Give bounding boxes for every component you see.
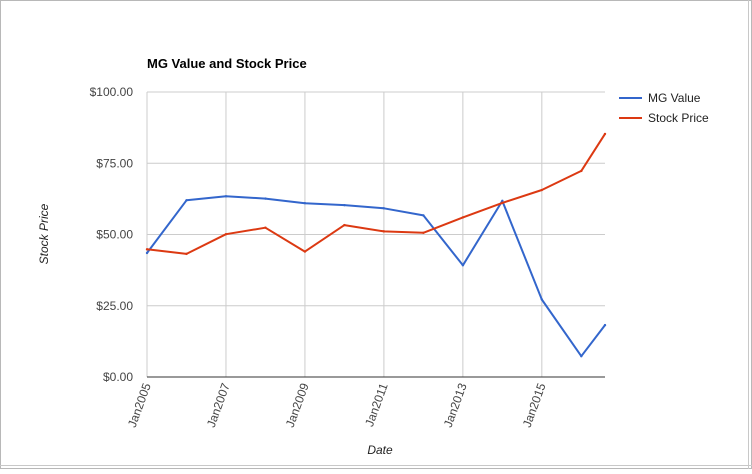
data-point-stock-price <box>603 132 607 136</box>
data-point-stock-price <box>580 169 583 173</box>
data-point-mg-value <box>422 214 425 217</box>
y-tick-label: $100.00 <box>90 85 134 99</box>
data-point-mg-value <box>264 197 267 200</box>
data-point-mg-value <box>540 298 544 301</box>
data-point-mg-value <box>501 199 504 203</box>
data-point-stock-price <box>422 231 425 234</box>
data-point-stock-price <box>501 201 504 205</box>
data-point-stock-price <box>461 216 465 219</box>
data-point-mg-value <box>603 323 607 327</box>
data-point-stock-price <box>264 226 267 229</box>
data-point-stock-price <box>303 250 307 253</box>
chart-title: MG Value and Stock Price <box>147 56 307 71</box>
data-point-stock-price <box>343 223 346 227</box>
data-point-mg-value <box>303 201 307 205</box>
series-lines <box>145 132 607 358</box>
x-axis-title: Date <box>367 443 393 457</box>
y-tick-label: $25.00 <box>96 299 133 313</box>
y-tick-label: $0.00 <box>103 370 133 384</box>
legend-label-mg-value: MG Value <box>648 91 701 105</box>
data-point-mg-value <box>461 264 465 267</box>
data-point-mg-value <box>224 195 228 198</box>
y-tick-label: $75.00 <box>96 156 133 170</box>
data-point-mg-value <box>145 251 149 255</box>
data-point-stock-price <box>540 188 544 192</box>
data-point-stock-price <box>185 252 188 256</box>
y-axis-title: Stock Price <box>37 203 51 264</box>
data-point-mg-value <box>580 354 583 358</box>
data-point-stock-price <box>382 230 386 233</box>
data-point-stock-price <box>224 233 228 236</box>
data-point-stock-price <box>145 248 149 251</box>
y-tick-label: $50.00 <box>96 228 133 242</box>
y-axis-tick-labels: $0.00 $25.00 $50.00 $75.00 $100.00 <box>90 85 134 384</box>
data-point-mg-value <box>343 203 346 207</box>
data-point-mg-value <box>382 207 386 210</box>
legend-label-stock-price: Stock Price <box>648 111 709 125</box>
legend: MG Value Stock Price <box>619 91 709 125</box>
data-point-mg-value <box>185 199 188 202</box>
